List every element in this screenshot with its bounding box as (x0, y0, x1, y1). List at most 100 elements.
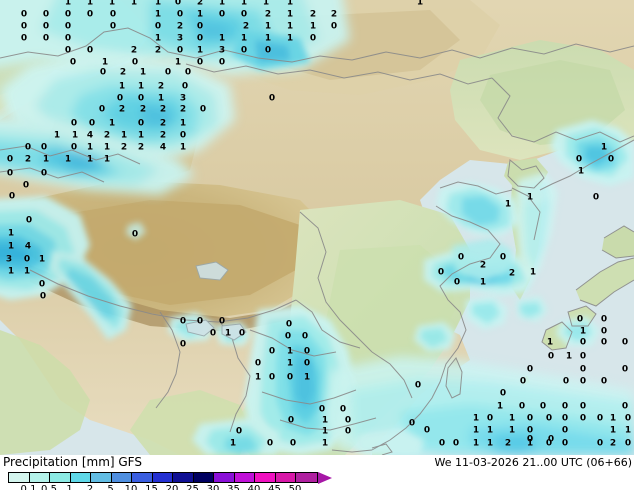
precip-value-label: 0 (286, 372, 294, 383)
precip-value-label: 1 (7, 266, 15, 277)
precip-value-label: 0 (600, 314, 608, 325)
precip-value-label: 0 (154, 21, 162, 32)
precip-value-label: 1 (486, 438, 494, 449)
precip-value-label: 0 (42, 33, 50, 44)
precip-value-label: 0 (240, 45, 248, 56)
precip-value-label: 0 (40, 142, 48, 153)
precip-value-label: 0 (499, 388, 507, 399)
precip-value-label: 0 (218, 316, 226, 327)
map-canvas (0, 0, 634, 455)
colorbar-swatch[interactable] (234, 473, 255, 482)
precip-value-label: 1 (38, 254, 46, 265)
precip-value-label: 0 (196, 33, 204, 44)
precip-value-label: 1 (286, 9, 294, 20)
precip-value-label: 0 (596, 438, 604, 449)
precip-value-label: 2 (504, 438, 512, 449)
precip-value-label: 1 (101, 57, 109, 68)
precip-value-label: 0 (624, 413, 632, 424)
precip-value-label: 1 (321, 426, 329, 437)
colorbar-swatch[interactable] (91, 473, 112, 482)
precip-value-label: 0 (287, 415, 295, 426)
precip-value-label: 0 (452, 438, 460, 449)
colorbar-swatch[interactable] (152, 473, 173, 482)
precip-value-label: 1 (546, 337, 554, 348)
legend-title: Precipitation [mm] GFS (3, 455, 142, 469)
precip-value-label: 0 (339, 404, 347, 415)
precip-value-label: 1 (479, 277, 487, 288)
colorbar-swatch[interactable] (214, 473, 235, 482)
precip-value-label: 0 (176, 9, 184, 20)
precip-value-label: 1 (321, 438, 329, 449)
precip-value-label: 0 (561, 438, 569, 449)
precip-value-label: 2 (330, 9, 338, 20)
precip-value-label: 0 (8, 191, 16, 202)
precip-value-label: 3 (5, 254, 13, 265)
colorbar-swatch[interactable] (9, 473, 30, 482)
precip-value-label: 2 (157, 81, 165, 92)
precip-value-label: 1 (218, 33, 226, 44)
colorbar-swatch[interactable] (29, 473, 50, 482)
colorbar-tick: 25 (186, 484, 199, 490)
precip-value-label: 0 (24, 142, 32, 153)
colorbar-swatch[interactable] (50, 473, 71, 482)
colorbar-swatch[interactable] (275, 473, 296, 482)
precip-value-label: 1 (286, 33, 294, 44)
colorbar-swatch[interactable] (111, 473, 132, 482)
precip-value-label: 0 (69, 57, 77, 68)
colorbar-swatch[interactable] (255, 473, 276, 482)
precip-value-label: 0 (268, 372, 276, 383)
precip-value-label: 1 (196, 9, 204, 20)
precip-value-label: 2 (154, 45, 162, 56)
precip-value-label: 0 (575, 154, 583, 165)
precip-value-label: 1 (286, 0, 294, 8)
precipitation-colorbar[interactable] (8, 472, 318, 483)
precip-value-label: 0 (40, 168, 48, 179)
precip-value-label: 0 (86, 45, 94, 56)
precip-value-label: 0 (579, 376, 587, 387)
colorbar-swatch[interactable] (173, 473, 194, 482)
precip-value-label: 0 (109, 21, 117, 32)
precip-value-label: 1 (240, 33, 248, 44)
precip-value-label: 0 (25, 215, 33, 226)
precip-value-label: 0 (196, 57, 204, 68)
precip-value-label: 0 (284, 331, 292, 342)
colorbar-overflow-arrow-icon (317, 472, 332, 484)
precip-value-label: 1 (504, 199, 512, 210)
precip-value-label: 1 (565, 351, 573, 362)
precip-value-label: 1 (579, 326, 587, 337)
precip-value-label: 0 (88, 118, 96, 129)
precip-value-label: 0 (184, 67, 192, 78)
precip-value-label: 4 (86, 130, 94, 141)
precip-value-label: 1 (154, 9, 162, 20)
precip-value-label: 0 (99, 67, 107, 78)
precip-value-label: 0 (621, 337, 629, 348)
precip-value-label: 4 (159, 142, 167, 153)
precip-value-label: 0 (526, 425, 534, 436)
colorbar-swatch[interactable] (296, 473, 317, 482)
precip-value-label: 2 (479, 260, 487, 271)
precip-value-label: 1 (108, 118, 116, 129)
precip-value-label: 0 (20, 33, 28, 44)
precip-value-label: 2 (119, 67, 127, 78)
precip-value-label: 0 (318, 404, 326, 415)
precip-value-label: 1 (154, 0, 162, 8)
precip-value-label: 0 (607, 154, 615, 165)
precip-value-label: 1 (120, 130, 128, 141)
precip-value-label: 1 (108, 0, 116, 8)
precip-value-label: 0 (600, 326, 608, 337)
precip-value-label: 0 (453, 277, 461, 288)
colorbar-swatch[interactable] (132, 473, 153, 482)
precip-value-label: 0 (561, 413, 569, 424)
precip-value-label: 1 (321, 415, 329, 426)
precip-value-label: 1 (526, 438, 534, 449)
precip-value-label: 1 (526, 192, 534, 203)
colorbar-swatch[interactable] (70, 473, 91, 482)
colorbar-tick: 5 (107, 484, 114, 490)
precip-value-label: 1 (23, 266, 31, 277)
colorbar-tick: 30 (206, 484, 220, 490)
colorbar-swatch[interactable] (193, 473, 214, 482)
precip-value-label: 2 (130, 45, 138, 56)
precip-value-label: 0 (20, 21, 28, 32)
precip-value-label: 0 (621, 364, 629, 375)
